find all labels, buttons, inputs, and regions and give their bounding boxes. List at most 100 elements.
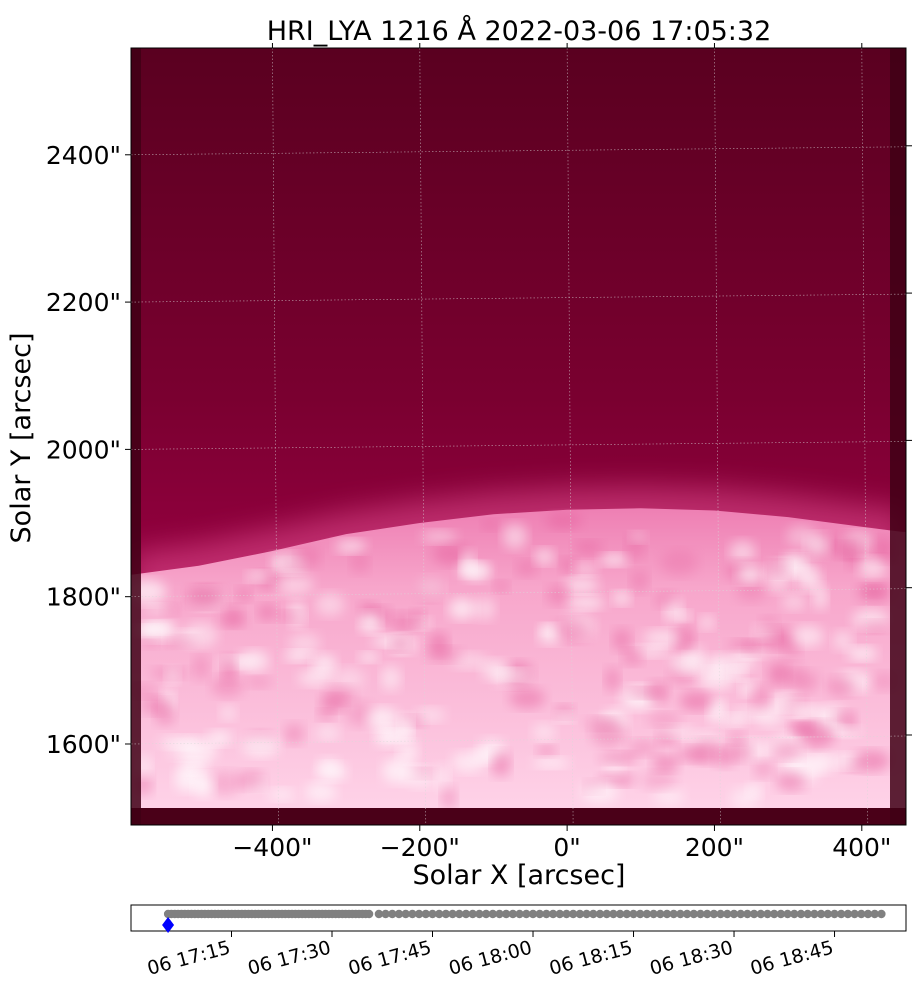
network-cell <box>193 654 209 681</box>
network-cell <box>441 786 457 810</box>
network-cell <box>305 782 337 802</box>
network-cell <box>139 621 174 634</box>
grid-line-x <box>272 48 279 825</box>
current-frame-marker <box>162 917 175 933</box>
timeline-point <box>743 909 752 919</box>
timeline-point <box>816 909 826 919</box>
network-cell <box>736 580 767 602</box>
network-cell <box>316 762 347 781</box>
y-axis: 1600" 1800" 2000" 2200" 2400" <box>46 141 912 759</box>
network-cell <box>142 604 171 615</box>
network-cell <box>217 613 248 628</box>
detector-bottom-edge <box>131 808 906 825</box>
network-cell <box>491 751 510 777</box>
network-cell <box>289 632 320 655</box>
network-cell <box>193 774 215 797</box>
timeline-point <box>461 909 471 919</box>
timeline-point <box>857 909 866 919</box>
network-cell <box>509 687 546 709</box>
network-cell <box>416 707 446 723</box>
network-cell <box>627 687 663 699</box>
network-cell <box>669 653 700 674</box>
network-cell <box>533 757 570 769</box>
x-tick-label: 400" <box>832 833 891 862</box>
network-cell <box>220 705 237 721</box>
x-tick-label: 200" <box>685 833 744 862</box>
network-cell <box>350 551 370 574</box>
timeline-point <box>548 909 558 919</box>
timeline-point <box>481 909 491 919</box>
network-cell <box>389 612 416 628</box>
grid-line-x <box>419 48 427 825</box>
y-tick-label: 2000" <box>46 435 121 464</box>
network-cell <box>635 645 670 658</box>
network-cell <box>722 713 747 728</box>
timeline-point <box>723 909 732 919</box>
y-tick-label: 2400" <box>46 141 121 170</box>
network-cell <box>496 668 530 680</box>
timeline-point <box>468 909 477 919</box>
detector-right-edge <box>890 48 906 825</box>
y-tick-label: 1800" <box>46 583 121 612</box>
network-cell <box>567 596 605 610</box>
network-cell <box>853 750 891 772</box>
timeline-tick-label: 06 18:00 <box>447 937 535 980</box>
timeline-point <box>435 909 444 919</box>
timeline-point <box>589 909 598 919</box>
network-cell <box>404 766 436 788</box>
timeline-point <box>522 909 531 919</box>
network-cell <box>726 653 756 671</box>
network-cell <box>830 710 854 728</box>
network-cell <box>245 676 272 689</box>
network-cell <box>284 723 304 745</box>
network-cell <box>435 764 450 790</box>
y-tick-label: 1600" <box>46 730 121 759</box>
timeline-point <box>656 909 665 919</box>
y-tick-label: 2200" <box>46 288 121 317</box>
timeline-point <box>622 909 631 919</box>
network-cell <box>751 685 771 711</box>
timeline-point <box>569 909 578 919</box>
network-cell <box>753 760 774 779</box>
timeline-point <box>515 909 524 919</box>
timeline-point <box>823 909 832 919</box>
network-cell <box>776 771 806 791</box>
network-cell <box>335 539 367 554</box>
timeline-point <box>609 909 618 919</box>
timeline-point <box>636 909 645 919</box>
timeline-point <box>662 909 672 919</box>
network-cell <box>346 701 374 727</box>
network-cell <box>827 676 857 697</box>
network-cell <box>159 735 198 749</box>
network-cell <box>728 639 762 651</box>
timeline-point <box>770 909 779 919</box>
network-cell <box>236 770 265 790</box>
network-cell <box>858 557 887 578</box>
network-cell <box>534 548 555 565</box>
network-cell <box>457 562 492 578</box>
network-cell <box>154 700 175 725</box>
timeline-point <box>488 909 497 919</box>
network-cell <box>257 604 277 621</box>
timeline-point <box>421 909 430 919</box>
network-cell <box>359 612 381 633</box>
timeline-point <box>414 909 424 919</box>
network-cell <box>612 591 631 605</box>
timeline-point <box>756 909 765 919</box>
network-cell <box>622 649 643 666</box>
network-cell <box>502 523 528 549</box>
timeline-point <box>736 909 745 919</box>
timeline-point <box>749 909 759 919</box>
network-cell <box>390 636 410 651</box>
network-cell <box>358 652 379 663</box>
network-cell <box>659 725 694 738</box>
network-cell <box>450 653 489 669</box>
network-cell <box>654 591 676 608</box>
timeline-point <box>455 909 464 919</box>
timeline-panel: 06 17:15 06 17:30 06 17:45 06 18:00 06 18:15… <box>130 904 907 980</box>
timeline-point <box>374 909 384 919</box>
network-cell <box>774 742 802 760</box>
plot-frame <box>130 47 907 826</box>
network-cell <box>242 734 279 757</box>
timeline-point <box>703 909 712 919</box>
